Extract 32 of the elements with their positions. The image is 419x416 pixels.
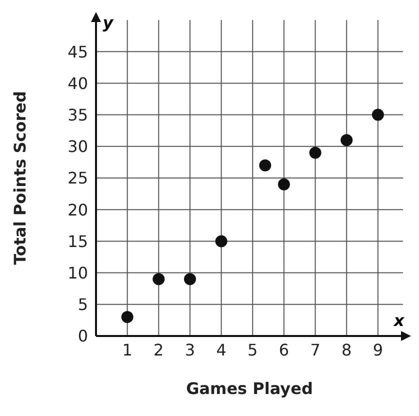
x-tick-label: 4 bbox=[216, 340, 226, 360]
y-tick-label: 25 bbox=[68, 168, 88, 188]
y-tick-label: 5 bbox=[78, 295, 88, 314]
point bbox=[184, 273, 196, 286]
y-tick-label: 15 bbox=[68, 232, 88, 251]
point bbox=[152, 273, 165, 286]
y-tick-label: 35 bbox=[68, 105, 88, 124]
x-tick-label: 3 bbox=[184, 340, 196, 360]
x-tick-label: 7 bbox=[310, 340, 320, 360]
x-tick-label: 1 bbox=[122, 340, 132, 360]
y-tick-label: 30 bbox=[68, 137, 88, 156]
y-tick-label: 0 bbox=[78, 326, 88, 346]
point bbox=[215, 235, 228, 248]
y-tick-label: 45 bbox=[68, 42, 88, 62]
y-tick-label: 20 bbox=[68, 200, 88, 220]
point bbox=[121, 311, 134, 324]
annotation: x bbox=[392, 311, 405, 330]
point bbox=[259, 159, 272, 172]
point bbox=[372, 108, 384, 121]
point bbox=[309, 146, 322, 159]
y-axis-title: Total Points Scored bbox=[10, 91, 30, 265]
x-tick-label: 2 bbox=[154, 340, 164, 360]
x-tick-label: 5 bbox=[248, 340, 258, 360]
annotation: y bbox=[102, 13, 114, 32]
x-axis-title: Games Played bbox=[186, 379, 313, 398]
y-tick-label: 40 bbox=[68, 74, 88, 93]
y-tick-label: 10 bbox=[68, 263, 88, 282]
point bbox=[278, 178, 290, 190]
x-tick-label: 8 bbox=[342, 340, 352, 360]
x-tick-label: 6 bbox=[278, 340, 290, 360]
x-tick-label: 9 bbox=[372, 340, 384, 360]
point bbox=[340, 134, 353, 146]
